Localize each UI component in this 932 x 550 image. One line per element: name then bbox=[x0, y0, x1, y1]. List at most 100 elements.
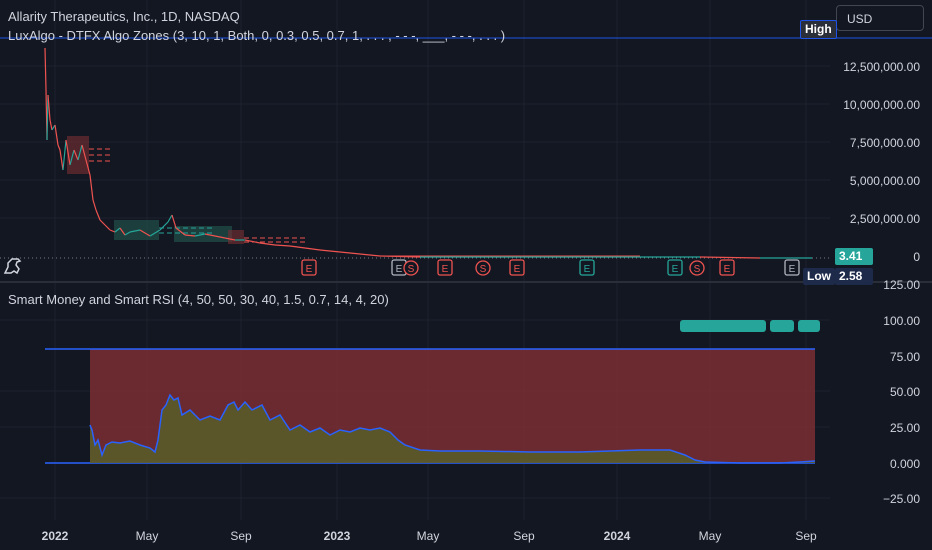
rsi-fill-area bbox=[90, 395, 815, 463]
price-segment bbox=[85, 159, 91, 176]
earnings-marker-label: E bbox=[306, 264, 313, 275]
price-segment bbox=[73, 149, 79, 161]
lower-axis-label: 100.00 bbox=[883, 314, 920, 328]
lower-axis-label: 50.00 bbox=[889, 385, 920, 399]
earnings-marker: E bbox=[667, 259, 683, 276]
time-axis-label: 2023 bbox=[323, 529, 351, 543]
price-segment bbox=[65, 139, 71, 166]
earnings-marker-label: E bbox=[584, 264, 591, 275]
price-segment bbox=[62, 139, 67, 171]
price-segment bbox=[114, 227, 121, 233]
earnings-marker: E bbox=[509, 259, 525, 276]
price-segment bbox=[304, 247, 321, 251]
earnings-marker-label: E bbox=[789, 264, 796, 275]
earnings-marker: E bbox=[784, 259, 800, 276]
earnings-marker-label: E bbox=[396, 264, 403, 275]
price-segment bbox=[119, 227, 126, 236]
price-segment bbox=[319, 249, 341, 253]
high-tag: High bbox=[800, 20, 837, 39]
lower-axis-label: 25.00 bbox=[889, 421, 920, 435]
price-segment bbox=[259, 242, 276, 246]
price-segment bbox=[159, 221, 169, 231]
earnings-marker: S bbox=[689, 260, 705, 276]
symbol-legend[interactable]: Allarity Therapeutics, Inc., 1D, NASDAQ bbox=[8, 9, 240, 24]
price-segment bbox=[81, 144, 87, 161]
price-segment bbox=[92, 199, 97, 211]
price-segment bbox=[289, 245, 306, 249]
price-segment bbox=[46, 94, 49, 141]
earnings-marker: E bbox=[719, 259, 735, 276]
earnings-marker-label: S bbox=[694, 264, 701, 275]
last-price-tag: 3.41 bbox=[835, 248, 873, 265]
earnings-marker-label: E bbox=[724, 264, 731, 275]
price-segment bbox=[699, 256, 761, 259]
price-segment bbox=[204, 233, 216, 237]
price-axis-label: 12,500,000.00 bbox=[843, 60, 920, 74]
time-axis-label: Sep bbox=[795, 529, 817, 543]
lower-axis-label: 125.00 bbox=[883, 278, 920, 292]
time-axis-label: Sep bbox=[230, 529, 252, 543]
lower-axis-label: −25.00 bbox=[882, 492, 920, 506]
price-segment bbox=[109, 229, 116, 233]
earnings-marker: E bbox=[579, 259, 595, 276]
time-axis-label: 2024 bbox=[603, 529, 631, 543]
price-series bbox=[44, 47, 812, 259]
price-segment bbox=[339, 251, 361, 255]
earnings-marker: S bbox=[403, 260, 419, 276]
price-segment bbox=[99, 219, 106, 226]
low-tag: Low bbox=[803, 268, 835, 285]
price-axis-label: 5,000,000.00 bbox=[849, 174, 920, 188]
price-segment bbox=[139, 229, 151, 237]
currency-selector[interactable]: USD bbox=[836, 5, 924, 31]
earnings-marker: E bbox=[437, 259, 453, 276]
price-segment bbox=[95, 209, 101, 221]
price-segment bbox=[77, 144, 83, 161]
price-segment bbox=[194, 233, 206, 237]
price-axis-label: 7,500,000.00 bbox=[849, 136, 920, 150]
price-segment bbox=[89, 174, 94, 201]
earnings-marker: S bbox=[475, 260, 491, 276]
price-axis-label: 0 bbox=[913, 250, 920, 264]
price-segment bbox=[149, 229, 161, 237]
price-segment bbox=[54, 124, 59, 146]
lower-axis-label: 75.00 bbox=[889, 350, 920, 364]
price-segment bbox=[59, 149, 64, 171]
price-segment bbox=[129, 229, 141, 233]
time-axis-label: 2022 bbox=[41, 529, 69, 543]
earnings-marker-label: E bbox=[672, 264, 679, 275]
indicator-legend[interactable]: LuxAlgo - DTFX Algo Zones (3, 10, 1, Bot… bbox=[8, 28, 506, 43]
dtfx-zone-red-1 bbox=[67, 136, 89, 174]
time-axis-label: May bbox=[135, 529, 159, 543]
price-segment bbox=[104, 224, 111, 231]
price-segment bbox=[47, 94, 51, 121]
price-segment bbox=[44, 47, 47, 91]
price-segment bbox=[171, 214, 177, 229]
price-segment bbox=[175, 227, 186, 236]
lower-axis-label: 0.000 bbox=[889, 457, 920, 471]
low-value-tag: 2.58 bbox=[835, 268, 873, 285]
smart-money-markers bbox=[680, 320, 820, 332]
earnings-marker-label: S bbox=[480, 264, 487, 275]
price-segment bbox=[49, 119, 53, 131]
earnings-marker-label: S bbox=[408, 264, 415, 275]
rsi-line bbox=[89, 393, 816, 464]
price-segment bbox=[184, 234, 196, 237]
price-segment bbox=[57, 144, 61, 151]
price-axis-label: 2,500,000.00 bbox=[849, 212, 920, 226]
time-axis-label: Sep bbox=[513, 529, 535, 543]
dtfx-zone-red-2 bbox=[228, 230, 244, 244]
price-segment bbox=[274, 244, 291, 247]
earnings-marker-label: E bbox=[514, 264, 521, 275]
price-segment bbox=[51, 124, 56, 131]
tradingview-logo-icon[interactable] bbox=[2, 253, 26, 277]
price-segment bbox=[359, 253, 381, 257]
earnings-marker: E bbox=[301, 259, 317, 276]
lower-indicator-legend[interactable]: Smart Money and Smart RSI (4, 50, 50, 30… bbox=[8, 292, 389, 307]
price-segment bbox=[379, 255, 421, 258]
earnings-marker-label: E bbox=[442, 264, 449, 275]
price-segment bbox=[167, 214, 173, 223]
time-axis-label: May bbox=[416, 529, 440, 543]
price-segment bbox=[69, 149, 75, 166]
